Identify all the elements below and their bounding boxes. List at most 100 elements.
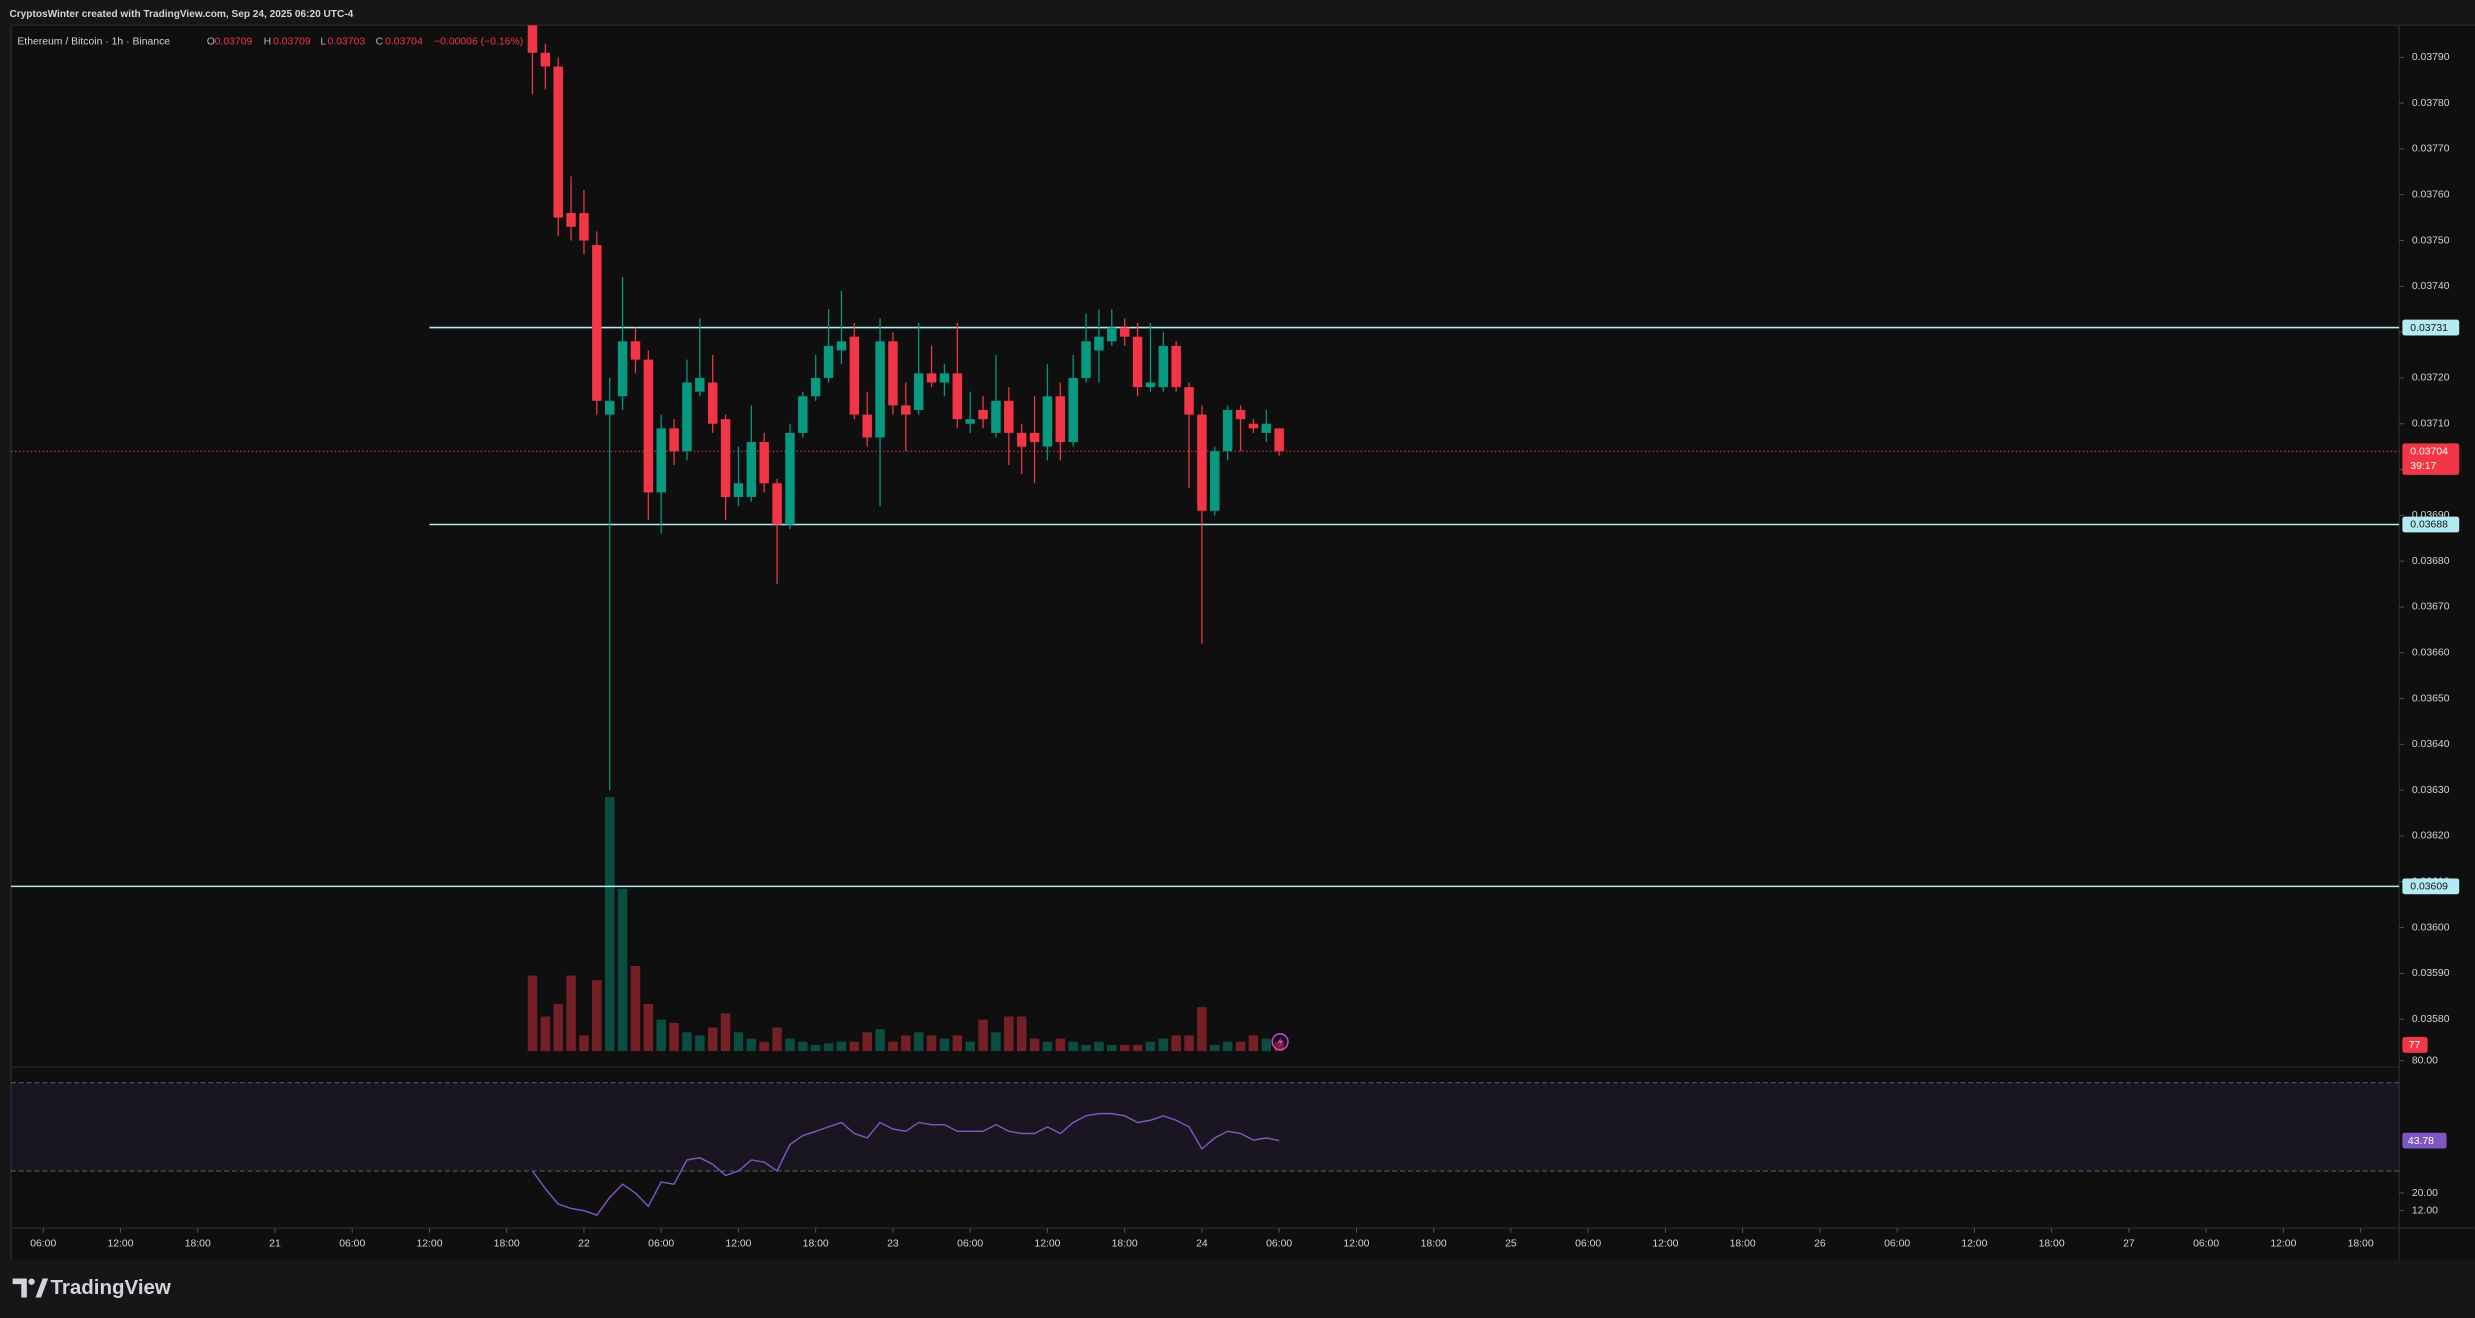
x-tick-label: 27	[2123, 1239, 2135, 1250]
alert-icon[interactable]	[1271, 1033, 1289, 1051]
candle-body	[785, 432, 795, 525]
volume-bar	[1222, 1041, 1233, 1052]
volume-bar	[939, 1038, 950, 1052]
rsi-tag	[2402, 1132, 2447, 1149]
volume-bar	[862, 1032, 872, 1052]
volume-bar	[1016, 1016, 1027, 1052]
x-tick-label: 12:00	[725, 1239, 751, 1250]
candle-body	[1171, 345, 1181, 388]
volume-bar	[527, 975, 538, 1052]
y-tick-label: 0.03710	[2412, 418, 2450, 429]
x-tick-label: 12:00	[1652, 1239, 1678, 1250]
volume-bar	[643, 1003, 654, 1052]
volume-bar	[978, 1019, 988, 1052]
y-tick-label: 0.03660	[2412, 648, 2450, 659]
volume-bar	[695, 1035, 705, 1052]
candle-body	[746, 442, 757, 498]
candle-body	[1222, 410, 1233, 452]
volume-bar	[1274, 1041, 1284, 1052]
y-tick-label: 0.03740	[2412, 281, 2450, 292]
volume-bar	[1197, 1007, 1207, 1052]
x-tick-label: 06:00	[1575, 1239, 1601, 1250]
candle-body	[1197, 414, 1207, 511]
volume-bar	[823, 1043, 834, 1052]
volume-bar	[592, 980, 602, 1052]
volume-bar	[888, 1041, 898, 1052]
y-tick-label: 0.03650	[2412, 693, 2450, 704]
candle-body	[926, 373, 937, 383]
candle-body	[875, 341, 885, 438]
x-tick-label: 06:00	[2193, 1239, 2219, 1250]
price-tag	[2402, 443, 2460, 475]
ohlc-letter: O	[207, 37, 215, 48]
candle-body	[1107, 327, 1117, 342]
volume-bar	[849, 1041, 860, 1052]
candle-body	[720, 419, 731, 498]
y-tick-label: 0.03790	[2412, 52, 2450, 63]
volume-bar	[913, 1032, 924, 1052]
candle-body	[1042, 396, 1053, 447]
axes: 0.035800.035900.036000.036100.036200.036…	[30, 52, 2460, 1250]
y-tick-label: 0.03770	[2412, 144, 2450, 155]
volume-bar	[540, 1016, 551, 1052]
candle-body	[540, 52, 551, 67]
candle-body	[617, 341, 628, 397]
candle-body	[952, 373, 963, 420]
x-tick-label: 06:00	[957, 1239, 983, 1250]
volume-bar	[566, 975, 576, 1052]
candle-body	[1055, 396, 1066, 443]
candle-body	[630, 341, 641, 360]
ohlc-value: 0.03709	[273, 37, 311, 48]
candle-body	[1081, 341, 1091, 378]
volume-bar	[1119, 1044, 1130, 1052]
candle-body	[772, 483, 782, 525]
candle-body	[901, 405, 911, 415]
ohlc-letter: L	[320, 37, 326, 48]
candle-body	[566, 213, 576, 227]
candle-body	[604, 400, 615, 415]
candle-body	[527, 25, 538, 53]
price-pane	[11, 25, 2400, 1052]
candle-body	[1158, 345, 1169, 388]
volume-bar	[1171, 1035, 1181, 1052]
volume-bar	[798, 1041, 808, 1052]
chart-area	[11, 25, 2475, 1260]
volume-bar	[1145, 1041, 1156, 1052]
ohlc-letter: H	[264, 37, 272, 48]
volume-bar	[617, 888, 628, 1052]
volume-bar	[1158, 1038, 1169, 1052]
rsi-tick-label: 20.00	[2412, 1188, 2438, 1199]
rsi-tick-label: 12.00	[2412, 1205, 2438, 1216]
x-tick-label: 24	[1196, 1239, 1208, 1250]
volume-bar	[965, 1041, 975, 1052]
y-tick-label: 0.03670	[2412, 602, 2450, 613]
x-tick-label: 12:00	[2270, 1239, 2296, 1250]
candle-body	[849, 336, 860, 415]
y-tick-label: 0.03760	[2412, 189, 2450, 200]
attribution: CryptosWinter created with TradingView.c…	[9, 9, 353, 20]
volume-bar	[1055, 1038, 1066, 1052]
rsi-band	[11, 1082, 2400, 1171]
candle-body	[695, 377, 705, 392]
candle-body	[1016, 432, 1027, 447]
volume-bar	[1132, 1044, 1143, 1052]
candle-body	[810, 377, 821, 397]
volume-bar	[1184, 1035, 1194, 1052]
change: −0.00006 (−0.16%)	[434, 37, 523, 48]
rsi-pane	[11, 1082, 2400, 1216]
candle-body	[1210, 451, 1220, 511]
level-tag-label: 0.03688	[2410, 520, 2448, 531]
y-tick-label: 0.03780	[2412, 98, 2450, 109]
candle-body	[1274, 428, 1284, 452]
candle-body	[888, 341, 898, 406]
candle-body	[759, 442, 769, 484]
volume-bar	[836, 1041, 847, 1052]
volume-bar	[579, 1035, 589, 1052]
volume-bar	[1029, 1038, 1040, 1052]
y-tick-label: 0.03630	[2412, 785, 2450, 796]
volume-bar	[1042, 1041, 1053, 1052]
candle-body	[1184, 387, 1194, 415]
candle-body	[1132, 336, 1143, 388]
volume-bar	[656, 1019, 666, 1052]
